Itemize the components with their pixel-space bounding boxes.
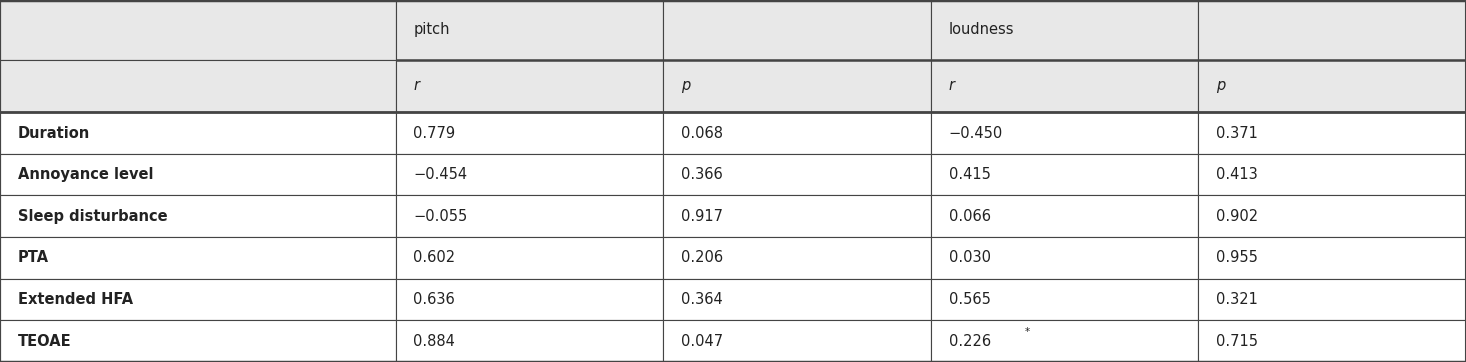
Bar [396,0,663,60]
Bar [663,195,931,237]
Text: 0.068: 0.068 [680,126,723,140]
Text: 0.226: 0.226 [949,334,991,349]
Text: loudness: loudness [949,22,1014,37]
Bar [0,320,396,362]
Bar [931,237,1199,279]
Text: 0.415: 0.415 [949,167,991,182]
Bar [1199,112,1466,154]
Bar [1199,154,1466,195]
Bar [396,237,663,279]
Text: p: p [1217,79,1226,93]
Bar [931,195,1199,237]
Text: 0.371: 0.371 [1217,126,1258,140]
Bar [0,112,396,154]
Text: TEOAE: TEOAE [18,334,72,349]
Text: PTA: PTA [18,251,48,265]
Text: 0.364: 0.364 [680,292,723,307]
Bar [663,60,931,112]
Bar [931,320,1199,362]
Bar [1199,237,1466,279]
Text: −0.454: −0.454 [413,167,468,182]
Bar [396,60,663,112]
Bar [931,60,1199,112]
Text: 0.602: 0.602 [413,251,456,265]
Text: 0.047: 0.047 [680,334,723,349]
Text: r: r [413,79,419,93]
Bar [1199,0,1466,60]
Bar [663,237,931,279]
Text: 0.715: 0.715 [1217,334,1258,349]
Text: 0.884: 0.884 [413,334,456,349]
Text: 0.565: 0.565 [949,292,991,307]
Text: 0.917: 0.917 [680,209,723,224]
Text: Annoyance level: Annoyance level [18,167,152,182]
Bar [1199,60,1466,112]
Bar [663,112,931,154]
Text: −0.450: −0.450 [949,126,1003,140]
Bar [1199,279,1466,320]
Text: 0.636: 0.636 [413,292,454,307]
Text: pitch: pitch [413,22,450,37]
Text: 0.030: 0.030 [949,251,991,265]
Text: −0.055: −0.055 [413,209,468,224]
Text: 0.206: 0.206 [680,251,723,265]
Text: p: p [680,79,690,93]
Bar [396,112,663,154]
Bar [0,195,396,237]
Bar [0,279,396,320]
Bar [1199,320,1466,362]
Bar [396,320,663,362]
Bar [0,237,396,279]
Text: *: * [1025,327,1029,337]
Text: Extended HFA: Extended HFA [18,292,133,307]
Bar [1199,195,1466,237]
Text: 0.779: 0.779 [413,126,456,140]
Bar [663,154,931,195]
Text: 0.321: 0.321 [1217,292,1258,307]
Bar [931,279,1199,320]
Text: r: r [949,79,954,93]
Bar [663,279,931,320]
Text: 0.902: 0.902 [1217,209,1258,224]
Text: 0.066: 0.066 [949,209,991,224]
Text: 0.955: 0.955 [1217,251,1258,265]
Bar [396,154,663,195]
Bar [0,154,396,195]
Bar [931,112,1199,154]
Bar [396,279,663,320]
Text: Duration: Duration [18,126,89,140]
Text: 0.366: 0.366 [680,167,723,182]
Bar [931,0,1199,60]
Bar [663,320,931,362]
Bar [396,195,663,237]
Text: Sleep disturbance: Sleep disturbance [18,209,167,224]
Bar [0,60,396,112]
Bar [663,0,931,60]
Bar [0,0,396,60]
Text: 0.413: 0.413 [1217,167,1258,182]
Bar [931,154,1199,195]
